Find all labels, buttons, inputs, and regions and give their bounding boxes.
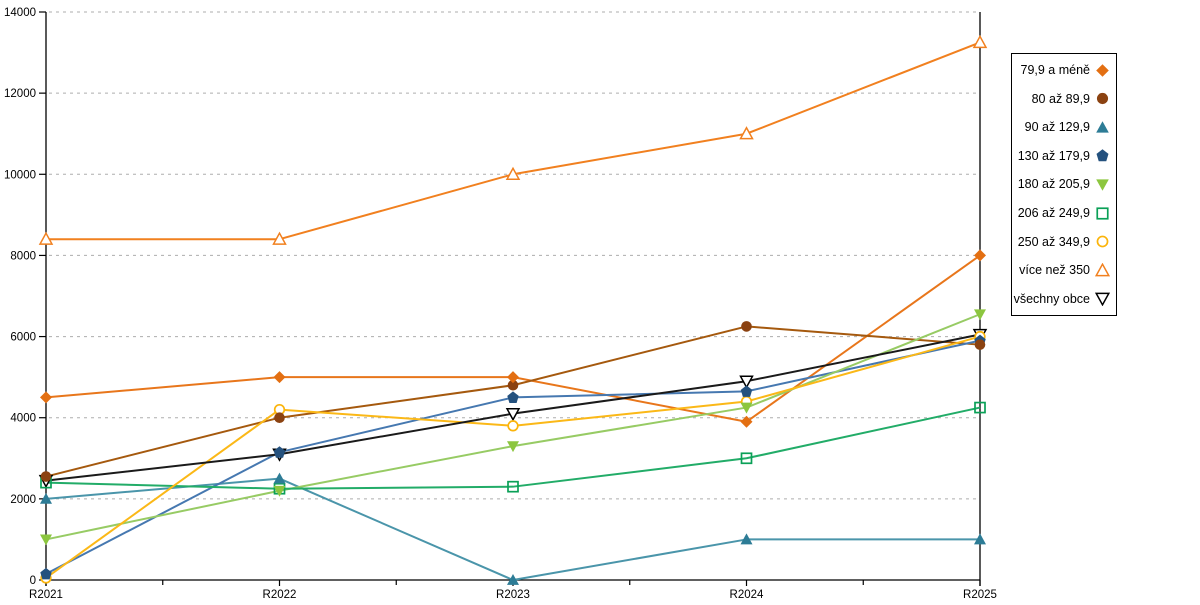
circle-filled-icon — [274, 412, 285, 424]
triangle-up-filled-icon — [273, 472, 286, 484]
triangle-up-open-icon — [1095, 262, 1110, 277]
pentagon-filled-icon — [273, 446, 286, 458]
pentagon-filled-icon — [40, 567, 52, 580]
diamond-filled-icon — [507, 371, 519, 384]
legend-label: 180 až 205,9 — [1017, 177, 1090, 192]
legend-triangle-down-filled-icon — [1096, 179, 1109, 191]
triangle-up-open-icon — [739, 126, 754, 140]
triangle-down-filled-icon — [40, 534, 52, 546]
circle-filled-icon — [741, 321, 752, 332]
legend-item-5: 206 až 249,9 — [1018, 206, 1110, 221]
series-line-5 — [45, 406, 981, 490]
legend-item-7: více než 350 — [1018, 262, 1110, 278]
y-tick-label: 4000 — [10, 413, 36, 425]
x-tick-label: R2024 — [730, 589, 764, 600]
square-open-icon — [507, 480, 519, 493]
legend-circle-filled-icon — [1096, 93, 1109, 105]
triangle-up-open-icon — [38, 231, 54, 245]
diamond-filled-icon — [40, 391, 52, 404]
diamond-filled-icon — [740, 415, 753, 428]
diamond-filled-icon — [273, 371, 286, 384]
x-tick-label: R2021 — [29, 589, 63, 600]
legend-item-4: 180 až 205,9 — [1018, 177, 1110, 192]
x-tick-label: R2022 — [263, 589, 297, 600]
triangle-up-filled-icon — [1096, 121, 1109, 133]
square-open-icon — [1096, 206, 1109, 220]
legend-label: 206 až 249,9 — [1017, 206, 1090, 220]
x-tick-label: R2023 — [496, 589, 530, 600]
diamond-filled-icon — [1096, 63, 1109, 77]
y-tick-label: 8000 — [10, 250, 36, 262]
triangle-down-open-icon — [1095, 292, 1110, 307]
legend-circle-open-icon — [1096, 235, 1109, 248]
legend: 79,9 a méně 80 až 89,9 90 až 129,9 130 až 1… — [1011, 53, 1117, 316]
legend-item-1: 80 až 89,9 — [1018, 91, 1110, 106]
legend-triangle-down-open-icon — [1095, 292, 1110, 307]
y-tick-label: 6000 — [10, 332, 36, 344]
legend-item-3: 130 až 179,9 — [1018, 148, 1110, 163]
legend-item-6: 250 až 349,9 — [1018, 234, 1110, 249]
circle-open-icon — [1096, 235, 1109, 248]
legend-item-0: 79,9 a méně — [1018, 63, 1110, 78]
triangle-up-filled-icon — [974, 533, 986, 545]
legend-label: 250 až 349,9 — [1017, 234, 1090, 249]
triangle-up-open-icon — [505, 166, 521, 180]
legend-diamond-filled-icon — [1096, 63, 1109, 77]
y-tick-label: 12000 — [4, 88, 36, 100]
series-line-2 — [45, 477, 980, 581]
pentagon-filled-icon — [1096, 149, 1109, 162]
y-tick-label: 2000 — [10, 494, 36, 506]
legend-item-8: všechny obce — [1014, 291, 1110, 307]
pentagon-filled-icon — [507, 391, 519, 403]
triangle-down-filled-icon — [974, 309, 986, 321]
triangle-down-filled-icon — [740, 402, 753, 414]
triangle-down-filled-icon — [507, 441, 519, 453]
circle-filled-icon — [1096, 93, 1109, 105]
legend-label: více než 350 — [1019, 263, 1090, 278]
triangle-down-filled-icon — [273, 485, 286, 497]
x-tick-label: R2025 — [963, 589, 997, 600]
y-tick-label: 0 — [30, 575, 36, 587]
triangle-up-filled-icon — [40, 492, 52, 504]
y-tick-label: 14000 — [4, 7, 36, 19]
circle-filled-icon — [507, 379, 519, 391]
y-tick-label: 10000 — [4, 169, 36, 181]
square-open-icon — [740, 452, 753, 465]
diamond-filled-icon — [974, 249, 986, 262]
legend-label: 80 až 89,9 — [1031, 91, 1090, 106]
legend-label: všechny obce — [1013, 291, 1090, 306]
legend-label: 90 až 129,9 — [1024, 120, 1090, 135]
circle-filled-icon — [974, 339, 986, 350]
triangle-down-open-icon — [739, 375, 754, 389]
legend-square-open-icon — [1096, 206, 1109, 220]
legend-item-2: 90 až 129,9 — [1018, 120, 1110, 135]
circle-open-icon — [507, 420, 519, 432]
legend-triangle-up-filled-icon — [1096, 121, 1109, 133]
triangle-up-filled-icon — [507, 574, 519, 585]
triangle-up-filled-icon — [740, 533, 753, 545]
triangle-down-filled-icon — [1096, 179, 1109, 191]
series-line-7 — [46, 41, 981, 241]
triangle-up-open-icon — [272, 231, 287, 245]
triangle-up-open-icon — [972, 34, 988, 49]
circle-filled-icon — [40, 471, 52, 482]
triangle-down-open-icon — [505, 407, 521, 422]
legend-label: 79,9 a méně — [1020, 63, 1091, 78]
legend-pentagon-filled-icon — [1096, 149, 1109, 162]
square-open-icon — [974, 401, 986, 414]
legend-label: 130 až 179,9 — [1017, 148, 1090, 163]
legend-triangle-up-open-icon — [1095, 262, 1110, 277]
pentagon-filled-icon — [740, 385, 753, 397]
